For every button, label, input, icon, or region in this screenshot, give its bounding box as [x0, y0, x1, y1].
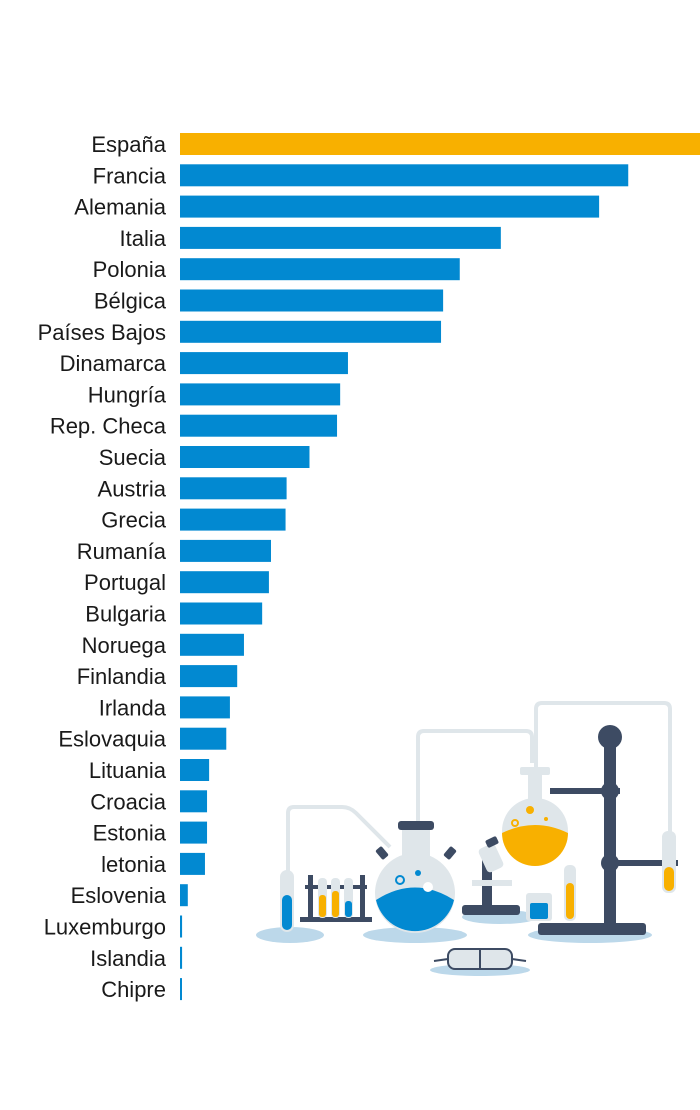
category-label: Chipre — [101, 977, 166, 1002]
bar — [180, 446, 310, 468]
bar — [180, 978, 182, 1001]
bar — [180, 571, 269, 594]
category-label: Eslovenia — [71, 883, 167, 908]
bar — [180, 320, 442, 343]
test-tube-icon — [280, 870, 294, 932]
bar — [180, 414, 338, 437]
category-label: Eslovaquia — [58, 727, 166, 752]
connector-tube — [416, 729, 534, 823]
category-label: Alemania — [74, 195, 166, 220]
bar — [180, 727, 227, 750]
category-label: España — [91, 132, 166, 157]
beaker-icon — [526, 865, 576, 921]
category-label: Lituania — [89, 758, 167, 783]
bar — [180, 696, 230, 719]
category-label: Luxemburgo — [44, 915, 166, 940]
category-label: Países Bajos — [38, 320, 166, 345]
category-label: Austria — [98, 476, 167, 501]
bar — [180, 852, 205, 875]
category-label: Croacia — [90, 789, 167, 814]
hanging-flask-icon — [502, 767, 568, 866]
category-label: Rep. Checa — [50, 414, 167, 439]
microscope-icon — [462, 836, 520, 915]
category-label: Rumanía — [77, 539, 167, 564]
test-tube-rack-icon — [300, 875, 372, 922]
category-label: Dinamarca — [60, 351, 167, 376]
category-label: letonia — [101, 852, 167, 877]
round-flask-icon — [375, 821, 457, 933]
bar — [180, 602, 263, 625]
category-label: Suecia — [99, 445, 167, 470]
bar — [180, 665, 238, 688]
category-label: Estonia — [93, 821, 167, 846]
bar — [180, 508, 286, 531]
category-label: Grecia — [101, 508, 167, 533]
bar — [180, 915, 183, 938]
category-label: Francia — [93, 163, 167, 188]
bars — [180, 133, 700, 1001]
category-label: Italia — [120, 226, 167, 251]
retort-stand-icon — [538, 725, 678, 935]
category-label: Finlandia — [77, 664, 167, 689]
bar — [180, 352, 348, 375]
category-label: Polonia — [93, 257, 167, 282]
bar — [180, 884, 188, 907]
bar — [180, 759, 210, 781]
category-label: Islandia — [90, 946, 167, 971]
category-label: Portugal — [84, 570, 166, 595]
bar — [180, 946, 183, 969]
bar — [180, 226, 501, 249]
bar — [180, 289, 444, 312]
category-label: Noruega — [82, 633, 167, 658]
bar — [180, 258, 460, 281]
category-label: Bélgica — [94, 289, 167, 314]
bar — [180, 195, 600, 218]
connector-tube — [534, 701, 672, 835]
bar — [180, 383, 341, 406]
category-label: Bulgaria — [85, 602, 166, 627]
bar — [180, 633, 244, 656]
bar — [180, 164, 629, 187]
bar — [180, 477, 287, 500]
laboratory-illustration — [256, 701, 678, 976]
safety-goggles-icon — [433, 948, 527, 970]
bar — [180, 821, 208, 844]
category-label: Hungría — [88, 382, 167, 407]
category-labels: España Francia Alemania Italia Polonia Bélgic… — [38, 132, 167, 1002]
category-label: Irlanda — [99, 695, 167, 720]
bar — [180, 539, 271, 562]
floor-shadow — [363, 927, 467, 943]
floor-shadow — [256, 927, 324, 943]
bar — [180, 133, 700, 155]
connector-tube — [286, 805, 392, 875]
bar — [180, 790, 208, 813]
